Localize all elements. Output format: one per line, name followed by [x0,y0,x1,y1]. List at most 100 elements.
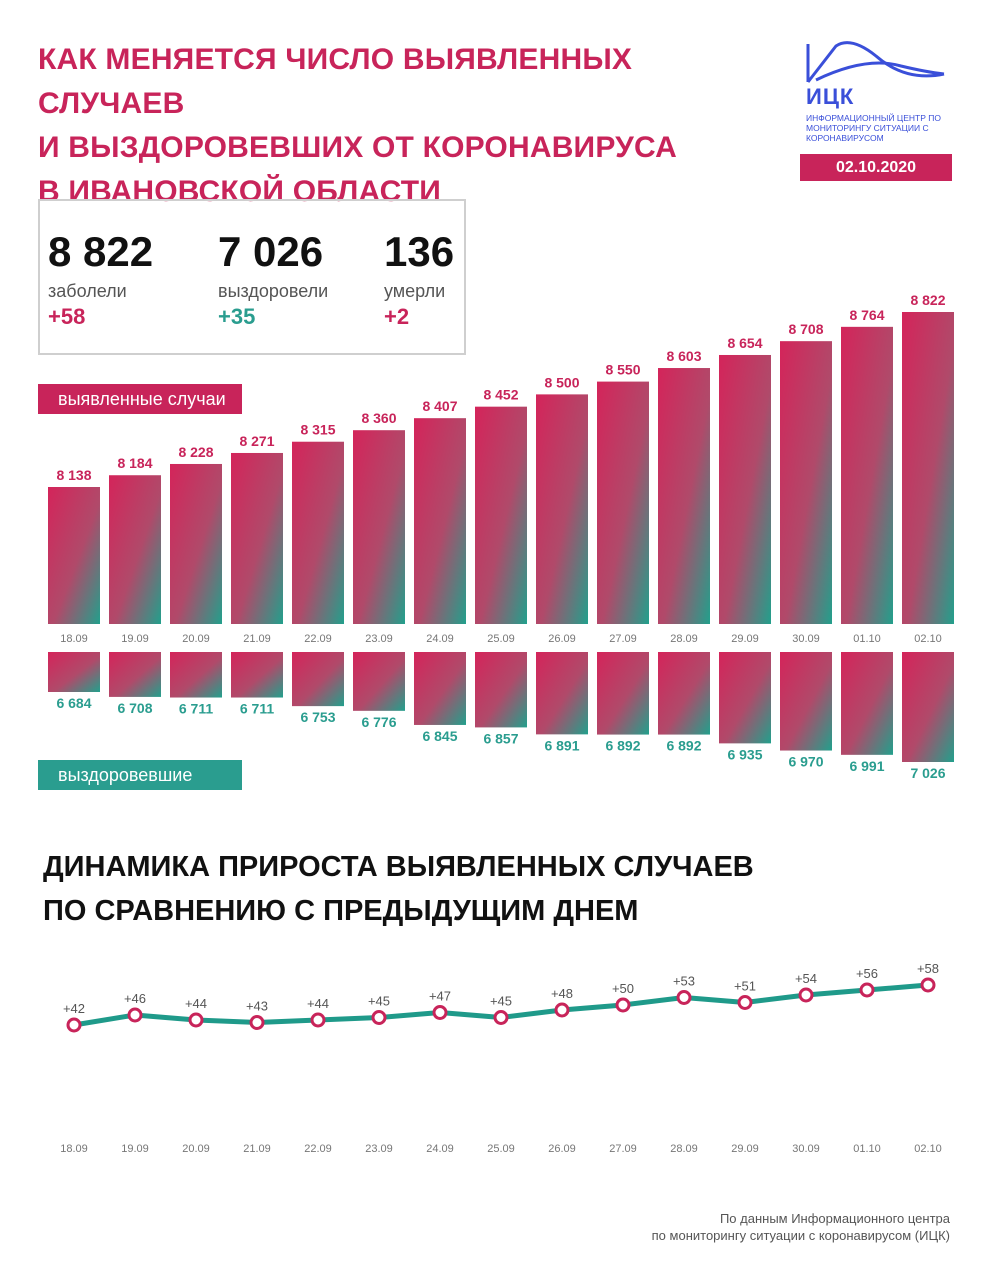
growth-value-label: +48 [551,986,573,1001]
stat-recovered: 7 026 выздоровели +35 [218,229,328,330]
growth-value-label: +45 [490,994,512,1009]
page-title: КАК МЕНЯЕТСЯ ЧИСЛО ВЫЯВЛЕННЫХ СЛУЧАЕВ И … [38,38,678,214]
recovered-bar-value: 6 935 [727,746,762,762]
growth-value-label: +44 [307,996,329,1011]
infected-bar-value: 8 764 [849,307,884,323]
title-line: И ВЫЗДОРОВЕВШИХ ОТ КОРОНАВИРУСА [38,131,677,164]
recovered-bar [475,652,527,728]
growth-date-label: 28.09 [670,1143,698,1155]
stat-deaths: 136 умерли +2 [384,229,454,330]
growth-point [554,1002,570,1018]
recovered-bar [48,652,100,692]
recovered-bar [719,652,771,744]
infected-bar [719,354,771,624]
recovered-bar [414,652,466,725]
infected-bar-value: 8 360 [361,410,396,426]
recovered-bar-value: 6 970 [788,754,823,770]
recovered-bar-value: 6 711 [240,701,274,717]
growth-value-label: +51 [734,979,756,994]
growth-date-label: 30.09 [792,1143,820,1155]
recovered-series-label: выздоровевшие [38,760,242,790]
infected-bar [841,326,893,624]
stat-delta: +2 [384,304,410,329]
growth-point [310,1012,326,1028]
title-line: КАК МЕНЯЕТСЯ ЧИСЛО ВЫЯВЛЕННЫХ СЛУЧАЕВ [38,43,633,120]
growth-point [493,1010,509,1025]
footer-line: По данным Информационного центра [719,1211,950,1226]
recovered-bar [658,652,710,735]
growth-date-label: 27.09 [609,1143,637,1155]
recovered-bar-value: 6 684 [56,695,91,711]
infected-bar [353,430,405,624]
growth-value-label: +44 [185,996,207,1011]
infected-bar-value: 8 184 [117,455,152,471]
infected-bar-value: 8 452 [483,387,518,403]
growth-line-chart: +42 18.09 +46 19.09 +44 20.09 +43 21.09 +44 22.09… [60,961,942,1155]
growth-point [432,1005,448,1020]
recovered-bar-value: 6 776 [361,714,396,730]
growth-point [737,995,753,1010]
recovered-bar [170,652,222,698]
infected-bar [48,487,100,624]
recovered-bar-value: 6 711 [179,701,213,717]
date-tick-label: 22.09 [304,633,332,645]
recovered-bar [109,652,161,697]
recovered-bar-value: 6 845 [422,728,457,744]
growth-value-label: +56 [856,966,878,981]
growth-value-label: +58 [917,961,939,976]
growth-point [859,982,875,998]
infected-bar-value: 8 822 [910,292,945,308]
date-badge: 02.10.2020 [800,154,952,181]
stat-label: умерли [384,281,446,301]
date-tick-label: 19.09 [121,633,149,645]
growth-value-label: +46 [124,991,146,1006]
infected-bar-value: 8 228 [178,444,213,460]
date-axis-mid: 18.09 19.09 20.09 21.09 22.09 23.09 24.09 25.09… [60,633,942,645]
infected-bar-value: 8 138 [56,467,91,483]
recovered-bar-value: 6 857 [483,730,518,746]
date-tick-label: 28.09 [670,633,698,645]
date-tick-label: 21.09 [243,633,271,645]
growth-date-label: 01.10 [853,1143,881,1155]
date-tick-label: 27.09 [609,633,637,645]
growth-point [676,990,692,1005]
infected-bar-value: 8 500 [544,374,579,390]
growth-date-label: 23.09 [365,1143,393,1155]
stat-label: заболели [48,281,127,301]
growth-date-label: 24.09 [426,1143,454,1155]
growth-point [920,977,936,993]
infected-bar [902,312,954,624]
recovered-bar [536,652,588,735]
growth-date-label: 19.09 [121,1143,149,1155]
infected-bar-value: 8 271 [239,433,274,449]
source-footnote: По данным Информационного центра по мони… [652,1210,950,1244]
growth-chart-title: ДИНАМИКА ПРИРОСТА ВЫЯВЛЕННЫХ СЛУЧАЕВ ПО … [43,845,754,933]
infected-bar [475,406,527,624]
infected-bars: 8 138 8 184 8 228 8 271 8 315 8 360 8 407 8 452… [48,292,954,624]
date-tick-label: 02.10 [914,633,942,645]
logo-subtitle: Информационный центр по мониторингу ситу… [806,113,941,143]
infected-bar-value: 8 654 [727,335,762,351]
recovered-bar-value: 6 892 [666,738,701,754]
stat-value: 136 [384,228,455,275]
growth-value-label: +47 [429,989,451,1004]
recovered-bar-value: 7 026 [910,765,945,781]
recovered-bar-value: 6 891 [544,737,579,753]
recovered-bar [597,652,649,735]
date-tick-label: 20.09 [182,633,210,645]
infected-bar [780,341,832,624]
stat-delta: +58 [48,304,86,329]
infected-bar [597,381,649,624]
title-line: В ИВАНОВСКОЙ ОБЛАСТИ [38,175,442,208]
infected-bar [170,463,222,624]
date-tick-label: 29.09 [731,633,759,645]
growth-date-label: 20.09 [182,1143,210,1155]
infected-bar-value: 8 708 [788,321,823,337]
footer-line: по мониторингу ситуации с коронавирусом … [651,1228,950,1243]
growth-value-label: +54 [795,971,817,986]
stats-summary: 8 822 заболели +58 7 026 выздоровели +35… [38,199,466,355]
growth-date-label: 25.09 [487,1143,515,1155]
infected-bar [414,418,466,624]
recovered-bar [292,652,344,707]
recovered-bar-value: 6 753 [300,709,335,725]
